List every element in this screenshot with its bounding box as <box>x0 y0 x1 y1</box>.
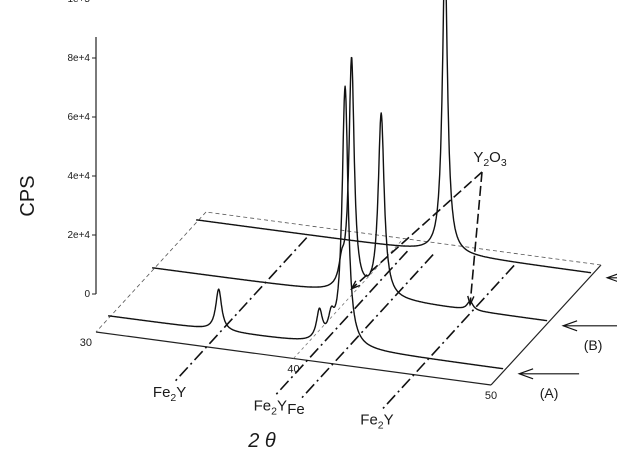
callout-arrow-line <box>351 171 483 290</box>
label-fragment: 2 <box>271 405 277 417</box>
label-fragment: 3 <box>501 157 507 169</box>
y-axis-title: CPS <box>17 175 39 216</box>
callout-arrowhead <box>467 295 475 307</box>
label-fragment: Y <box>384 412 394 429</box>
label-fragment: 2 <box>483 157 489 169</box>
series-layer <box>107 0 592 370</box>
label-layer: CPS 2 θ <box>17 175 276 452</box>
label-fragment: Fe <box>360 412 378 429</box>
y-tick-label: 6e+4 <box>67 112 90 123</box>
phase-marker-line <box>173 237 308 384</box>
phase-label: Fe <box>287 401 305 418</box>
series-pointer-arrowhead <box>561 320 578 332</box>
label-fragment: Y <box>176 384 186 401</box>
label-fragment: Y <box>473 149 483 166</box>
series-pointer-arrowhead <box>605 273 617 282</box>
series-label: (A) <box>540 385 559 401</box>
phase-label: Fe2Y <box>360 412 393 432</box>
x-tick-label: 40 <box>287 364 299 376</box>
phase-marker-line <box>299 254 434 401</box>
series-trace <box>195 0 592 274</box>
label-fragment: 2 <box>378 420 384 432</box>
x-tick-label: 50 <box>485 390 497 402</box>
series-trace <box>151 56 548 322</box>
y-tick-label: 4e+4 <box>67 171 90 182</box>
label-fragment: Y <box>277 397 287 414</box>
series-pointer-arrowhead <box>517 368 534 380</box>
label-fragment: O <box>489 149 501 166</box>
x-tick-label: 30 <box>80 337 92 349</box>
phase-marker-line <box>380 264 515 412</box>
phase-label: Fe2Y <box>153 384 186 404</box>
floor-right-edge <box>490 264 602 386</box>
y-tick-label: 1e+5 <box>67 0 90 5</box>
y-tick-label: 8e+4 <box>67 53 90 64</box>
phase-marker-line <box>273 250 409 397</box>
callout-arrow-line <box>469 171 483 305</box>
label-fragment: Fe <box>287 401 305 418</box>
label-fragment: Fe <box>254 397 272 414</box>
y-tick-label: 0 <box>84 289 90 300</box>
series-label: (B) <box>584 337 603 353</box>
x-axis-title: 2 θ <box>247 430 276 452</box>
chart-frame: 30 40 50 <box>80 211 602 402</box>
callout-label: Y2O3 <box>473 149 507 169</box>
floor-left-edge <box>95 211 207 333</box>
label-fragment: Fe <box>153 384 171 401</box>
callout-arrowhead <box>350 280 361 291</box>
y-axis: 0 2e+4 4e+4 6e+4 8e+4 1e+5 <box>67 0 97 300</box>
phase-label: Fe2Y <box>254 397 287 417</box>
y-tick-label: 2e+4 <box>67 230 90 241</box>
label-fragment: 2 <box>170 392 176 404</box>
series-trace <box>107 85 504 370</box>
